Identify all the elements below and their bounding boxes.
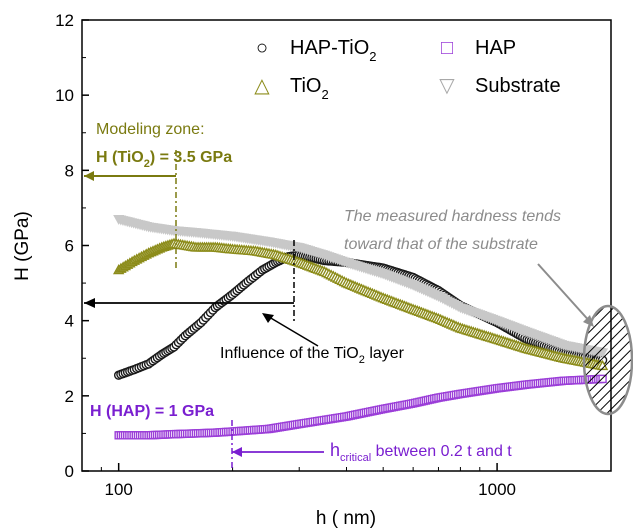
measured-hardness-line1: The measured hardness tends <box>344 208 561 225</box>
y-tick-label: 2 <box>65 387 74 406</box>
legend-label-substrate: Substrate <box>475 75 561 97</box>
y-tick-label: 8 <box>65 161 74 180</box>
influence-annotation: Influence of the TiO2 layer <box>84 240 405 366</box>
substrate-pointer <box>537 263 593 325</box>
y-tick-label: 6 <box>65 237 74 256</box>
legend-marker-tio2: △ <box>254 75 270 97</box>
y-axis-title: H (GPa) <box>12 211 33 281</box>
legend-label-tio2: TiO2 <box>290 75 329 102</box>
series-tio2 <box>112 237 609 371</box>
h-hap-label: H (HAP) = 1 GPa <box>90 403 214 420</box>
legend-marker-hap: □ <box>441 37 453 59</box>
y-tick-label: 0 <box>65 462 74 481</box>
x-tick-label: 1000 <box>478 480 516 499</box>
legend-label-hap-tio2: HAP-TiO2 <box>290 37 377 64</box>
legend-marker-substrate: ▽ <box>439 75 455 97</box>
y-tick-label: 4 <box>65 312 74 331</box>
substrate-tendency-annotation: The measured hardness tends toward that … <box>344 208 633 416</box>
series-hap <box>114 374 607 440</box>
legend: ○ HAP-TiO2 □ HAP △ TiO2 ▽ Substrate <box>254 37 560 102</box>
measured-hardness-line2: toward that of the substrate <box>344 236 538 253</box>
y-tick-label: 10 <box>55 86 74 105</box>
legend-label-hap: HAP <box>475 37 516 59</box>
influence-pointer-head <box>262 313 274 323</box>
h-tio2-label: H (TiO2) = 3.5 GPa <box>96 149 232 170</box>
h-critical-arrowhead <box>232 447 242 457</box>
convergence-ellipse <box>582 304 633 416</box>
influence-label: Influence of the TiO2 layer <box>220 345 405 366</box>
modeling-zone-annotation: Modeling zone: H (TiO2) = 3.5 GPa <box>84 121 232 270</box>
modeling-zone-label: Modeling zone: <box>96 121 205 138</box>
hap-annotation: H (HAP) = 1 GPa hcritical between 0.2 t … <box>90 403 512 470</box>
influence-pointer <box>263 313 319 347</box>
axis-ticks: 0 2 4 6 8 10 12 100 1000 <box>55 11 612 499</box>
influence-arrowhead <box>84 298 95 308</box>
x-tick-label: 100 <box>104 480 132 499</box>
x-axis-title: h ( nm) <box>316 508 376 529</box>
modeling-zone-arrowhead <box>84 171 94 181</box>
h-critical-label: hcritical between 0.2 t and t <box>330 440 512 464</box>
y-tick-label: 12 <box>55 11 74 30</box>
legend-marker-hap-tio2: ○ <box>256 37 268 59</box>
